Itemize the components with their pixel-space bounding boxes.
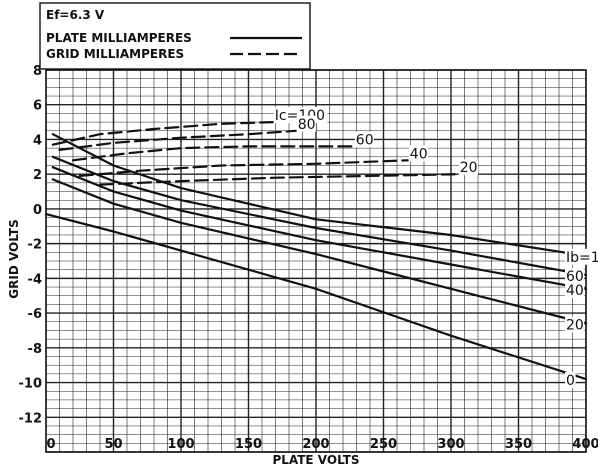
- x-tick-label: 250: [370, 437, 397, 452]
- curve-label: 0: [566, 373, 575, 389]
- y-tick-label-background: [28, 96, 44, 112]
- y-tick-label-background: [28, 235, 44, 251]
- grid-ma-curve-5: [51, 121, 274, 146]
- curve-label: 40: [410, 146, 428, 162]
- x-tick-label: 50: [104, 437, 122, 452]
- y-tick-label-background: [28, 339, 44, 355]
- curve-label-background: [296, 115, 316, 132]
- y-tick-label: 4: [33, 133, 42, 148]
- grid-ma-curve-9: [98, 173, 459, 186]
- legend-frame: [39, 2, 311, 70]
- curve-label: 60: [566, 269, 584, 285]
- grid-ma-curve-8: [78, 159, 409, 177]
- y-tick-label: 0: [33, 203, 42, 218]
- x-tick-label: 400: [572, 437, 598, 452]
- legend-header: Ef=6.3 V: [46, 8, 105, 22]
- curve-label-background: [408, 145, 428, 162]
- y-axis-title: GRID VOLTS: [7, 219, 21, 298]
- y-tick-label: 8: [33, 64, 42, 79]
- curve-label: Ib=100: [566, 250, 598, 266]
- curve-label: 80: [298, 117, 316, 133]
- y-tick-label-background: [28, 409, 44, 425]
- grid-ma-curve-6: [58, 129, 297, 151]
- curve-label-background: [565, 267, 585, 284]
- legend-entry-grid-label: GRID MILLIAMPERES: [46, 47, 184, 61]
- y-tick-label: -10: [19, 377, 43, 392]
- curve-label-background: [565, 316, 585, 333]
- y-tick-label-background: [28, 166, 44, 182]
- x-tick-label: 350: [505, 437, 532, 452]
- y-tick-label: -8: [28, 342, 42, 357]
- legend-entry-plate-label: PLATE MILLIAMPERES: [46, 31, 192, 45]
- y-tick-label: 6: [33, 99, 42, 114]
- x-tick-label: 100: [167, 437, 194, 452]
- curve-label-background: [458, 159, 478, 176]
- x-tick-label: 300: [437, 437, 464, 452]
- curve-labels: Ib=1006040200Ic=10080604020: [273, 107, 598, 389]
- plate-ma-curve-2: [51, 166, 588, 290]
- y-tick-label: -12: [19, 411, 43, 426]
- curve-label-background: [565, 248, 598, 265]
- x-axis-title: PLATE VOLTS: [272, 453, 359, 466]
- curves: [44, 121, 588, 381]
- plate-ma-curve-1: [51, 155, 588, 276]
- y-tick-label: -2: [28, 238, 42, 253]
- plate-ma-curve-3: [51, 178, 588, 325]
- minor-grid: [46, 70, 586, 452]
- y-tick-label-background: [28, 374, 44, 390]
- y-tick-label-background: [28, 131, 44, 147]
- y-tick-label: 2: [33, 168, 42, 183]
- curve-label: 20: [460, 160, 478, 176]
- y-tick-label-background: [28, 270, 44, 286]
- y-tick-label: -4: [28, 272, 42, 287]
- curve-label: 20: [566, 318, 584, 334]
- y-tick-label-background: [28, 305, 44, 321]
- legend-box: Ef=6.3 V PLATE MILLIAMPERES GRID MILLIAM…: [39, 2, 311, 70]
- x-tick-label: 0: [46, 437, 55, 452]
- y-tick-label-background: [28, 200, 44, 216]
- grid-ma-curve-7: [71, 145, 355, 162]
- x-tick-label: 200: [302, 437, 329, 452]
- y-tick-labels: 8 6 4 2 0 -2 -4 -6 -8 -10 -12: [19, 62, 44, 426]
- curve-label: 60: [356, 132, 374, 148]
- curve-label: 40: [566, 283, 584, 299]
- curve-label-background: [354, 131, 374, 148]
- curve-label-background: [565, 281, 585, 298]
- plate-ma-curve-0: [51, 133, 588, 257]
- curve-label-background: [565, 372, 576, 389]
- x-tick-labels: 0 50 100 150 200 250 300 350 400: [46, 437, 598, 452]
- y-tick-label: -6: [28, 307, 42, 322]
- plate-ma-curve-4: [44, 213, 588, 381]
- x-tick-label: 150: [235, 437, 262, 452]
